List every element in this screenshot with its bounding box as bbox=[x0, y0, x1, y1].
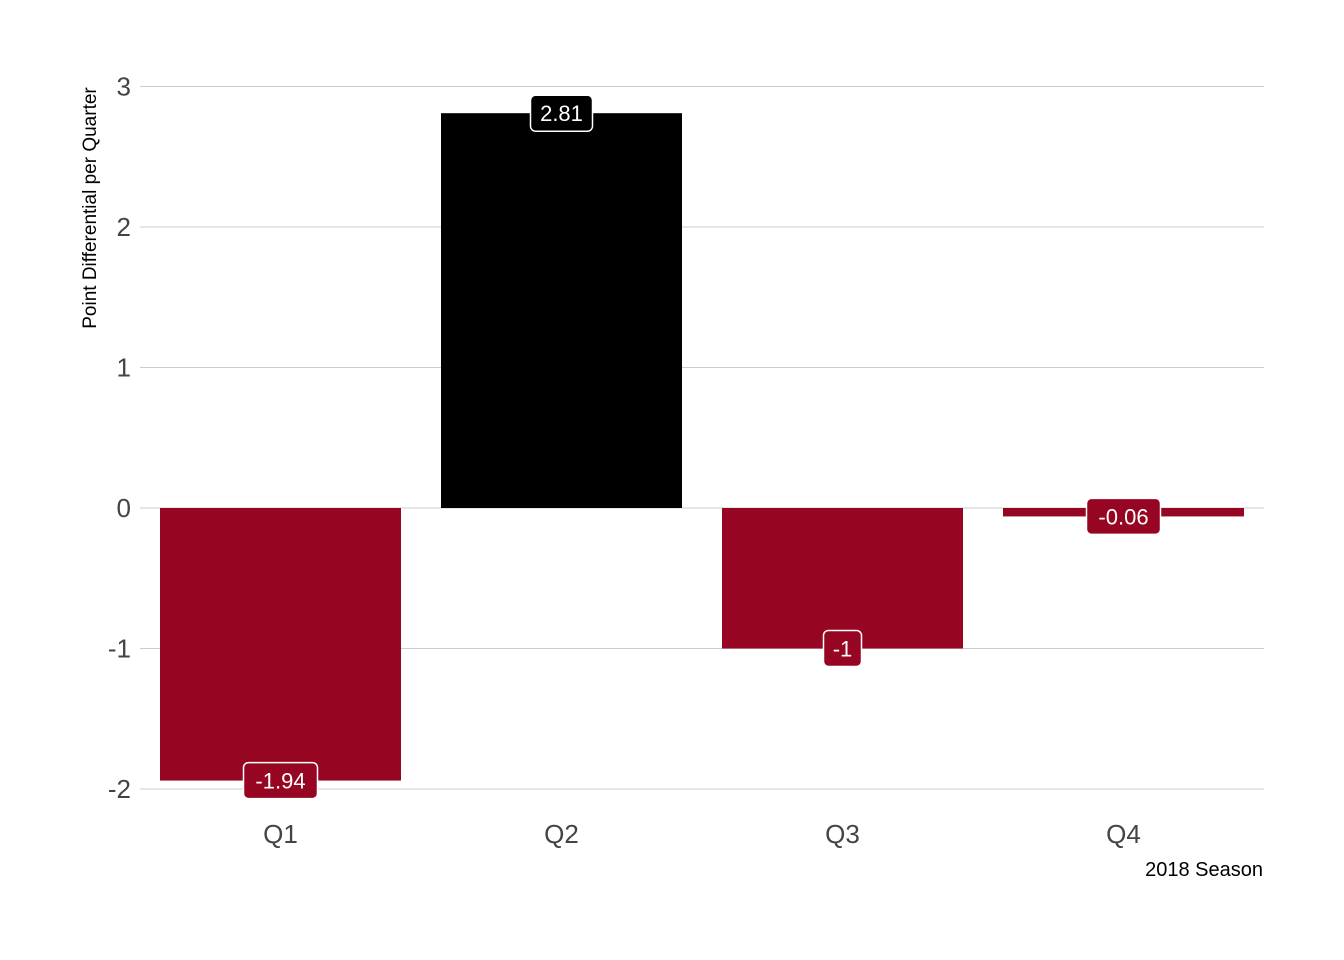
bar-q2 bbox=[441, 113, 682, 508]
y-tick-label: 2 bbox=[117, 212, 131, 242]
data-label: -0.06 bbox=[1098, 504, 1148, 529]
chart-caption: 2018 Season bbox=[1145, 859, 1263, 881]
y-tick-label: 0 bbox=[117, 493, 131, 523]
y-axis-ticks: -2 -1 0 1 2 3 bbox=[108, 72, 131, 805]
data-label: 2.81 bbox=[540, 101, 583, 126]
data-label: -1 bbox=[833, 637, 853, 662]
x-tick-label: Q1 bbox=[263, 819, 298, 849]
bar-q3 bbox=[722, 508, 963, 649]
bar-q1 bbox=[160, 508, 401, 781]
data-label-box bbox=[529, 94, 594, 132]
y-tick-label: -1 bbox=[108, 634, 131, 664]
y-tick-label: -2 bbox=[108, 774, 131, 804]
data-label-box bbox=[1085, 497, 1162, 536]
y-axis-label: Point Differential per Quarter bbox=[80, 87, 101, 329]
x-tick-label: Q4 bbox=[1106, 819, 1141, 849]
x-axis-ticks: Q1 Q2 Q3 Q4 bbox=[263, 819, 1141, 849]
x-tick-label: Q2 bbox=[544, 819, 579, 849]
data-label-box bbox=[242, 761, 319, 800]
x-tick-label: Q3 bbox=[825, 819, 860, 849]
data-label: -1.94 bbox=[255, 769, 305, 794]
data-label-box bbox=[822, 629, 863, 668]
y-tick-label: 3 bbox=[117, 72, 131, 102]
data-labels: -1.94 2.81 -1 -0.06 bbox=[242, 94, 1162, 800]
bars bbox=[160, 113, 1244, 781]
y-tick-label: 1 bbox=[117, 353, 131, 383]
